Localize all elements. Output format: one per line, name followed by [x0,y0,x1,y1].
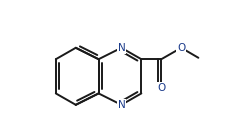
Text: O: O [177,43,186,53]
Text: O: O [157,83,165,93]
Text: N: N [118,43,125,53]
Text: N: N [118,100,125,110]
